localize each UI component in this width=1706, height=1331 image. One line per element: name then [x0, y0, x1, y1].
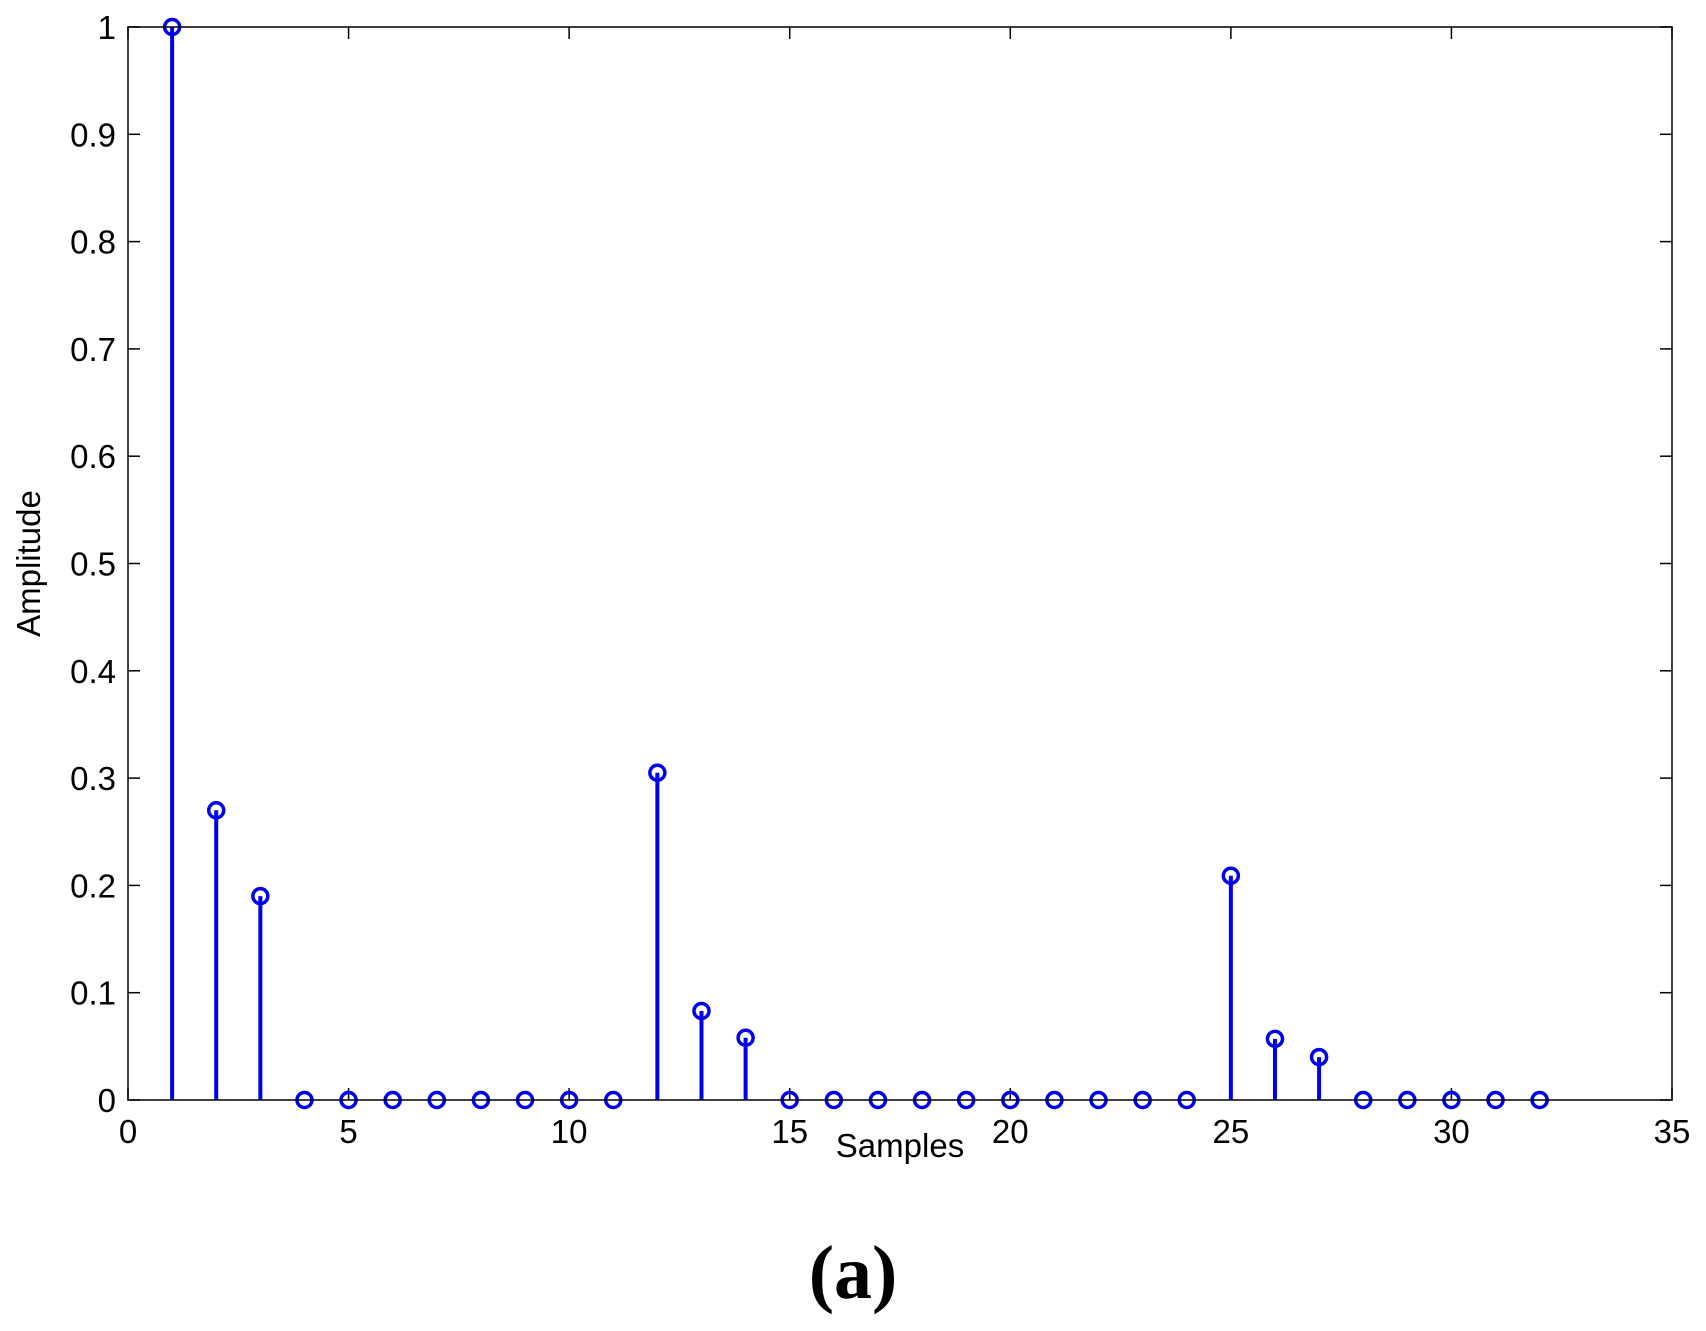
stem-marker — [251, 886, 270, 906]
stem-marker — [648, 763, 667, 782]
stem-marker — [1265, 1029, 1285, 1049]
y-tick-label: 0.3 — [70, 760, 116, 797]
y-tick-label: 0.4 — [70, 653, 116, 690]
x-tick-label: 10 — [551, 1113, 588, 1150]
y-tick-label: 0.1 — [70, 975, 116, 1012]
x-tick-label: 0 — [119, 1113, 137, 1150]
x-tick-label: 35 — [1654, 1113, 1691, 1150]
y-axis-ticks: 0 0.1 0.2 0.3 0.4 0.5 0.6 0.7 0.8 0.9 1 — [70, 9, 1672, 1119]
x-tick-label: 15 — [771, 1113, 808, 1150]
stem-marker — [1221, 866, 1241, 885]
stem-marker — [736, 1028, 755, 1048]
x-tick-label: 5 — [339, 1113, 357, 1150]
y-tick-label: 0.9 — [70, 116, 116, 153]
data-stems — [162, 17, 1549, 1110]
stem-marker — [692, 1001, 711, 1021]
y-tick-label: 0.7 — [70, 331, 116, 368]
x-tick-label: 30 — [1433, 1113, 1470, 1150]
y-tick-label: 0 — [98, 1082, 116, 1119]
y-tick-label: 0.6 — [70, 438, 116, 475]
y-tick-label: 0.8 — [70, 224, 116, 261]
y-tick-label: 0.2 — [70, 867, 116, 904]
x-tick-label: 20 — [992, 1113, 1029, 1150]
plot-frame — [127, 26, 1673, 1101]
y-tick-label: 0.5 — [70, 546, 116, 583]
panel-label: (a) — [808, 1231, 898, 1315]
y-axis-label: Amplitude — [10, 490, 47, 637]
stem-marker — [1309, 1047, 1329, 1067]
stem-marker — [206, 801, 226, 820]
y-tick-label: 1 — [98, 9, 116, 46]
x-tick-label: 25 — [1212, 1113, 1249, 1150]
x-axis-label: Samples — [836, 1127, 964, 1164]
x-axis-ticks: 0 5 10 15 20 25 30 35 — [119, 27, 1691, 1150]
